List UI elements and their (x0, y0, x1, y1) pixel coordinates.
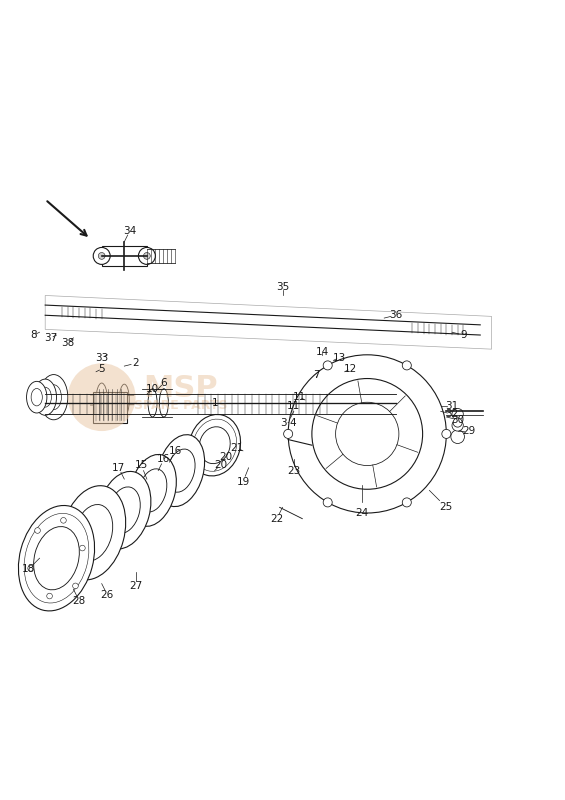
Text: SPARE PARTS: SPARE PARTS (134, 399, 228, 412)
Ellipse shape (129, 454, 176, 526)
Text: 29: 29 (462, 426, 476, 436)
Bar (102, 246, 147, 266)
Circle shape (451, 430, 464, 443)
Circle shape (47, 594, 53, 599)
Circle shape (288, 354, 446, 513)
Text: 16: 16 (157, 454, 171, 464)
Circle shape (34, 528, 40, 534)
Ellipse shape (34, 379, 56, 415)
Text: 21: 21 (231, 443, 244, 453)
Circle shape (73, 583, 79, 589)
Text: 1: 1 (211, 398, 218, 408)
Text: 3·4: 3·4 (280, 418, 297, 427)
Text: 27: 27 (129, 582, 142, 591)
Text: 35: 35 (276, 282, 289, 292)
Circle shape (323, 498, 332, 507)
Text: 6: 6 (160, 378, 167, 388)
Ellipse shape (40, 374, 68, 420)
Text: 14: 14 (315, 347, 329, 357)
Text: 34: 34 (123, 226, 137, 235)
Ellipse shape (27, 382, 47, 413)
Ellipse shape (189, 414, 241, 476)
Text: 10: 10 (146, 384, 159, 394)
Bar (93, 391, 127, 422)
Text: 24: 24 (355, 508, 368, 518)
Text: 11: 11 (293, 392, 306, 402)
Circle shape (93, 247, 110, 265)
Text: 26: 26 (101, 590, 114, 600)
Text: 7: 7 (313, 370, 320, 379)
Text: 8: 8 (31, 330, 37, 340)
Text: 11: 11 (287, 401, 301, 410)
Text: 30: 30 (451, 414, 464, 425)
Text: 20: 20 (219, 451, 233, 462)
Text: 17: 17 (112, 462, 125, 473)
Ellipse shape (159, 389, 168, 417)
Ellipse shape (98, 471, 151, 549)
Text: 23: 23 (287, 466, 301, 476)
Circle shape (68, 363, 136, 431)
Text: 15: 15 (134, 460, 148, 470)
Circle shape (144, 253, 150, 259)
Circle shape (323, 361, 332, 370)
Text: 20: 20 (214, 460, 227, 470)
Circle shape (60, 518, 66, 523)
Text: 38: 38 (61, 338, 75, 349)
Text: 25: 25 (440, 502, 453, 512)
Text: 5: 5 (98, 364, 105, 374)
Ellipse shape (60, 486, 126, 580)
Circle shape (138, 247, 155, 265)
Ellipse shape (119, 384, 129, 416)
Text: 18: 18 (21, 565, 35, 574)
Text: 2: 2 (132, 358, 139, 368)
Circle shape (80, 546, 85, 551)
Circle shape (453, 418, 462, 427)
Text: 16: 16 (168, 446, 182, 456)
Text: MSP: MSP (144, 374, 218, 403)
Circle shape (442, 430, 451, 438)
Circle shape (28, 566, 33, 571)
Circle shape (98, 253, 105, 259)
Circle shape (402, 498, 411, 507)
Text: 28: 28 (72, 595, 86, 606)
Circle shape (452, 409, 463, 420)
Circle shape (452, 420, 463, 431)
Text: 12: 12 (344, 364, 357, 374)
Text: 36: 36 (389, 310, 402, 320)
Ellipse shape (157, 434, 205, 506)
Ellipse shape (19, 506, 94, 611)
Text: 22: 22 (270, 514, 284, 524)
Ellipse shape (96, 383, 107, 417)
Text: 33: 33 (95, 353, 108, 362)
Text: 32: 32 (445, 409, 459, 419)
Ellipse shape (148, 389, 157, 417)
Text: 19: 19 (236, 477, 250, 487)
Circle shape (402, 361, 411, 370)
Text: 13: 13 (332, 353, 346, 362)
Text: 37: 37 (44, 333, 58, 343)
Text: 9: 9 (460, 330, 467, 340)
Circle shape (284, 430, 293, 438)
Text: 31: 31 (445, 401, 459, 410)
